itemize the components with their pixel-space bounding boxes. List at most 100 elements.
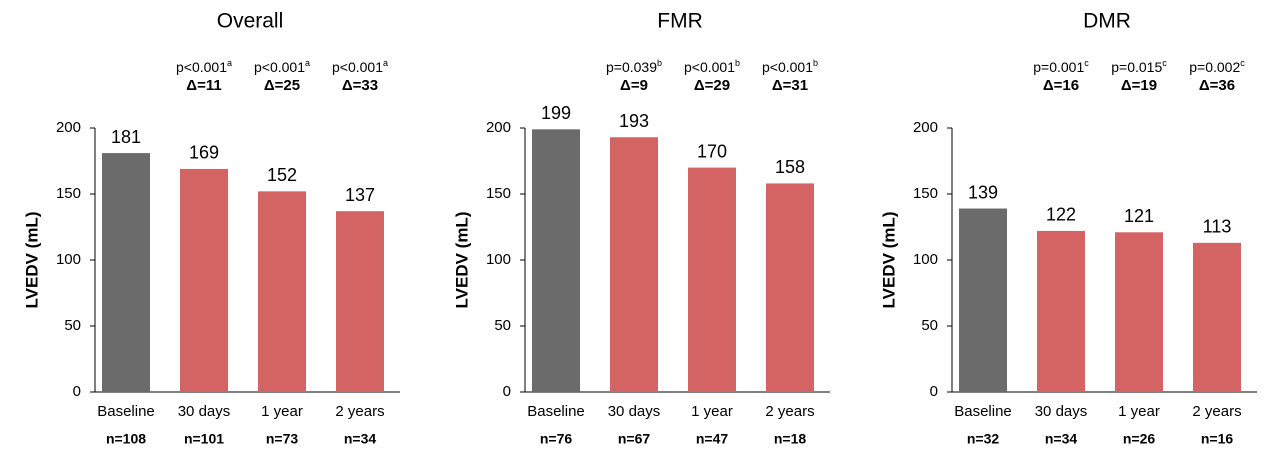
p-value: p<0.001a xyxy=(176,58,232,74)
chart-title: FMR xyxy=(657,10,703,33)
x-tick-label: 2 years xyxy=(1192,403,1241,420)
bar xyxy=(959,208,1007,392)
x-tick-label: 30 days xyxy=(608,403,661,420)
y-tick-label: 0 xyxy=(73,383,81,400)
x-tick-label: 1 year xyxy=(691,403,733,420)
n-label: n=18 xyxy=(774,431,807,447)
x-tick-label: 2 years xyxy=(335,403,384,420)
p-value: p=0.002c xyxy=(1189,58,1245,74)
y-tick-label: 150 xyxy=(913,185,938,202)
p-superscript: a xyxy=(227,58,232,68)
value-label: 122 xyxy=(1046,205,1076,225)
bar xyxy=(688,167,736,392)
y-tick-label: 150 xyxy=(486,185,511,202)
p-value: p=0.015c xyxy=(1111,58,1167,74)
n-label: n=67 xyxy=(618,431,651,447)
bar xyxy=(1037,230,1085,392)
delta: Δ=36 xyxy=(1199,77,1235,94)
p-superscript: c xyxy=(1162,58,1167,68)
y-tick-label: 100 xyxy=(486,251,511,268)
y-tick-label: 0 xyxy=(503,383,511,400)
x-tick-label: 2 years xyxy=(765,403,814,420)
y-tick-label: 200 xyxy=(56,119,81,136)
p-value: p=0.039b xyxy=(606,58,662,74)
p-superscript: a xyxy=(383,58,388,68)
y-tick-label: 200 xyxy=(486,119,511,136)
y-tick-label: 50 xyxy=(921,317,938,334)
value-label: 193 xyxy=(619,111,649,131)
delta: Δ=19 xyxy=(1121,77,1157,94)
n-label: n=108 xyxy=(106,431,146,447)
bar xyxy=(1115,232,1163,392)
p-superscript: b xyxy=(813,58,818,68)
chart-title: Overall xyxy=(217,10,284,33)
value-label: 169 xyxy=(189,143,219,163)
p-value-text: p=0.015 xyxy=(1111,59,1162,75)
n-label: n=73 xyxy=(266,431,299,447)
delta: Δ=11 xyxy=(186,77,221,94)
p-value: p<0.001b xyxy=(684,58,740,74)
x-tick-label: 30 days xyxy=(1035,403,1088,420)
p-value: p=0.001c xyxy=(1033,58,1089,74)
x-tick-label: Baseline xyxy=(527,403,585,420)
y-tick-label: 150 xyxy=(56,185,81,202)
delta: Δ=33 xyxy=(342,77,378,94)
n-label: n=34 xyxy=(344,431,377,447)
p-value-text: p<0.001 xyxy=(332,59,383,75)
p-superscript: c xyxy=(1084,58,1089,68)
bar xyxy=(180,168,228,392)
p-superscript: c xyxy=(1240,58,1245,68)
n-label: n=32 xyxy=(967,431,1000,447)
p-superscript: a xyxy=(305,58,310,68)
value-label: 139 xyxy=(968,182,998,202)
value-label: 181 xyxy=(111,127,141,147)
delta: Δ=29 xyxy=(694,77,730,94)
p-value-text: p<0.001 xyxy=(254,59,305,75)
bar xyxy=(610,137,658,392)
p-value-text: p<0.001 xyxy=(684,59,735,75)
p-value-text: p<0.001 xyxy=(176,59,227,75)
x-tick-label: 1 year xyxy=(261,403,303,420)
y-axis-label: LVEDV (mL) xyxy=(452,212,471,309)
y-tick-label: 50 xyxy=(494,317,511,334)
n-label: n=26 xyxy=(1123,431,1156,447)
p-value-text: p=0.002 xyxy=(1189,59,1240,75)
bar xyxy=(766,183,814,392)
n-label: n=101 xyxy=(184,431,224,447)
x-tick-label: Baseline xyxy=(97,403,155,420)
p-value-text: p=0.001 xyxy=(1033,59,1084,75)
y-tick-label: 200 xyxy=(913,119,938,136)
x-tick-label: Baseline xyxy=(954,403,1012,420)
bar xyxy=(1193,242,1241,392)
delta: Δ=25 xyxy=(264,77,300,94)
delta: Δ=31 xyxy=(772,77,808,94)
p-superscript: b xyxy=(657,58,662,68)
bar xyxy=(258,191,306,392)
chart-title: DMR xyxy=(1083,10,1131,33)
y-tick-label: 100 xyxy=(56,251,81,268)
p-value: p<0.001a xyxy=(254,58,310,74)
x-tick-label: 30 days xyxy=(178,403,231,420)
delta: Δ=16 xyxy=(1043,77,1079,94)
y-axis-label: LVEDV (mL) xyxy=(22,212,41,309)
value-label: 152 xyxy=(267,165,297,185)
value-label: 113 xyxy=(1203,217,1232,237)
p-value-text: p<0.001 xyxy=(762,59,813,75)
bar xyxy=(532,129,580,392)
n-label: n=76 xyxy=(540,431,573,447)
n-label: n=47 xyxy=(696,431,729,447)
value-label: 158 xyxy=(775,157,805,177)
value-label: 170 xyxy=(697,141,727,161)
p-value: p<0.001b xyxy=(762,58,818,74)
y-tick-label: 50 xyxy=(64,317,81,334)
bar xyxy=(336,211,384,392)
value-label: 199 xyxy=(541,103,571,123)
bar xyxy=(102,153,150,392)
delta: Δ=9 xyxy=(620,77,648,94)
n-label: n=16 xyxy=(1201,431,1234,447)
y-tick-label: 100 xyxy=(913,251,938,268)
value-label: 137 xyxy=(345,185,375,205)
n-label: n=34 xyxy=(1045,431,1078,447)
y-axis-label: LVEDV (mL) xyxy=(879,212,898,309)
